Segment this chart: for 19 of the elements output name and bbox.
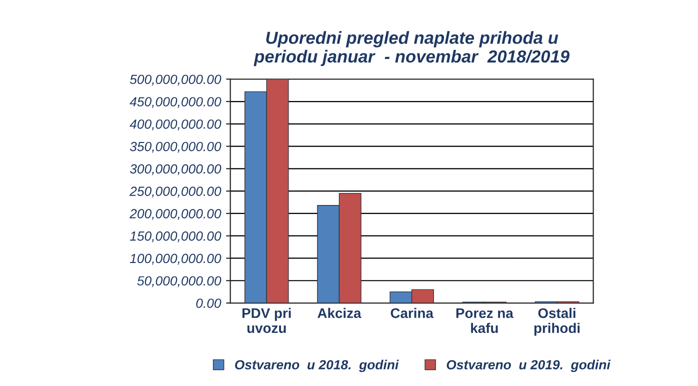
x-tick-label: PDV pri uvozu [242,308,291,334]
y-tick-label: 100,000,000.00 [130,254,222,265]
y-tick-label: 500,000,000.00 [130,74,222,86]
y-tick-label: 450,000,000.00 [130,97,222,108]
legend-label: Ostvareno u 2019. godini [446,360,611,372]
y-tick-label: 200,000,000.00 [130,209,222,220]
x-tick-label: Akciza [318,308,362,318]
y-tick-label: 250,000,000.00 [130,186,222,198]
chart-title: Uporedni pregled naplate prihoda u periodu januar - novembar 2018/2019 [254,31,570,66]
legend-label: Ostvareno u 2018. godini [235,360,399,372]
x-tick-label: Carina [390,308,434,318]
x-tick-label: Porez na kafu [456,308,514,334]
y-tick-label: 0.00 [196,298,222,308]
x-tick-label: Ostali prihodi [534,308,580,336]
y-tick-label: 50,000,000.00 [137,276,222,288]
y-tick-label: 150,000,000.00 [130,231,222,242]
y-tick-label: 300,000,000.00 [130,164,222,176]
y-tick-label: 350,000,000.00 [130,142,222,153]
y-tick-label: 400,000,000.00 [130,119,222,130]
